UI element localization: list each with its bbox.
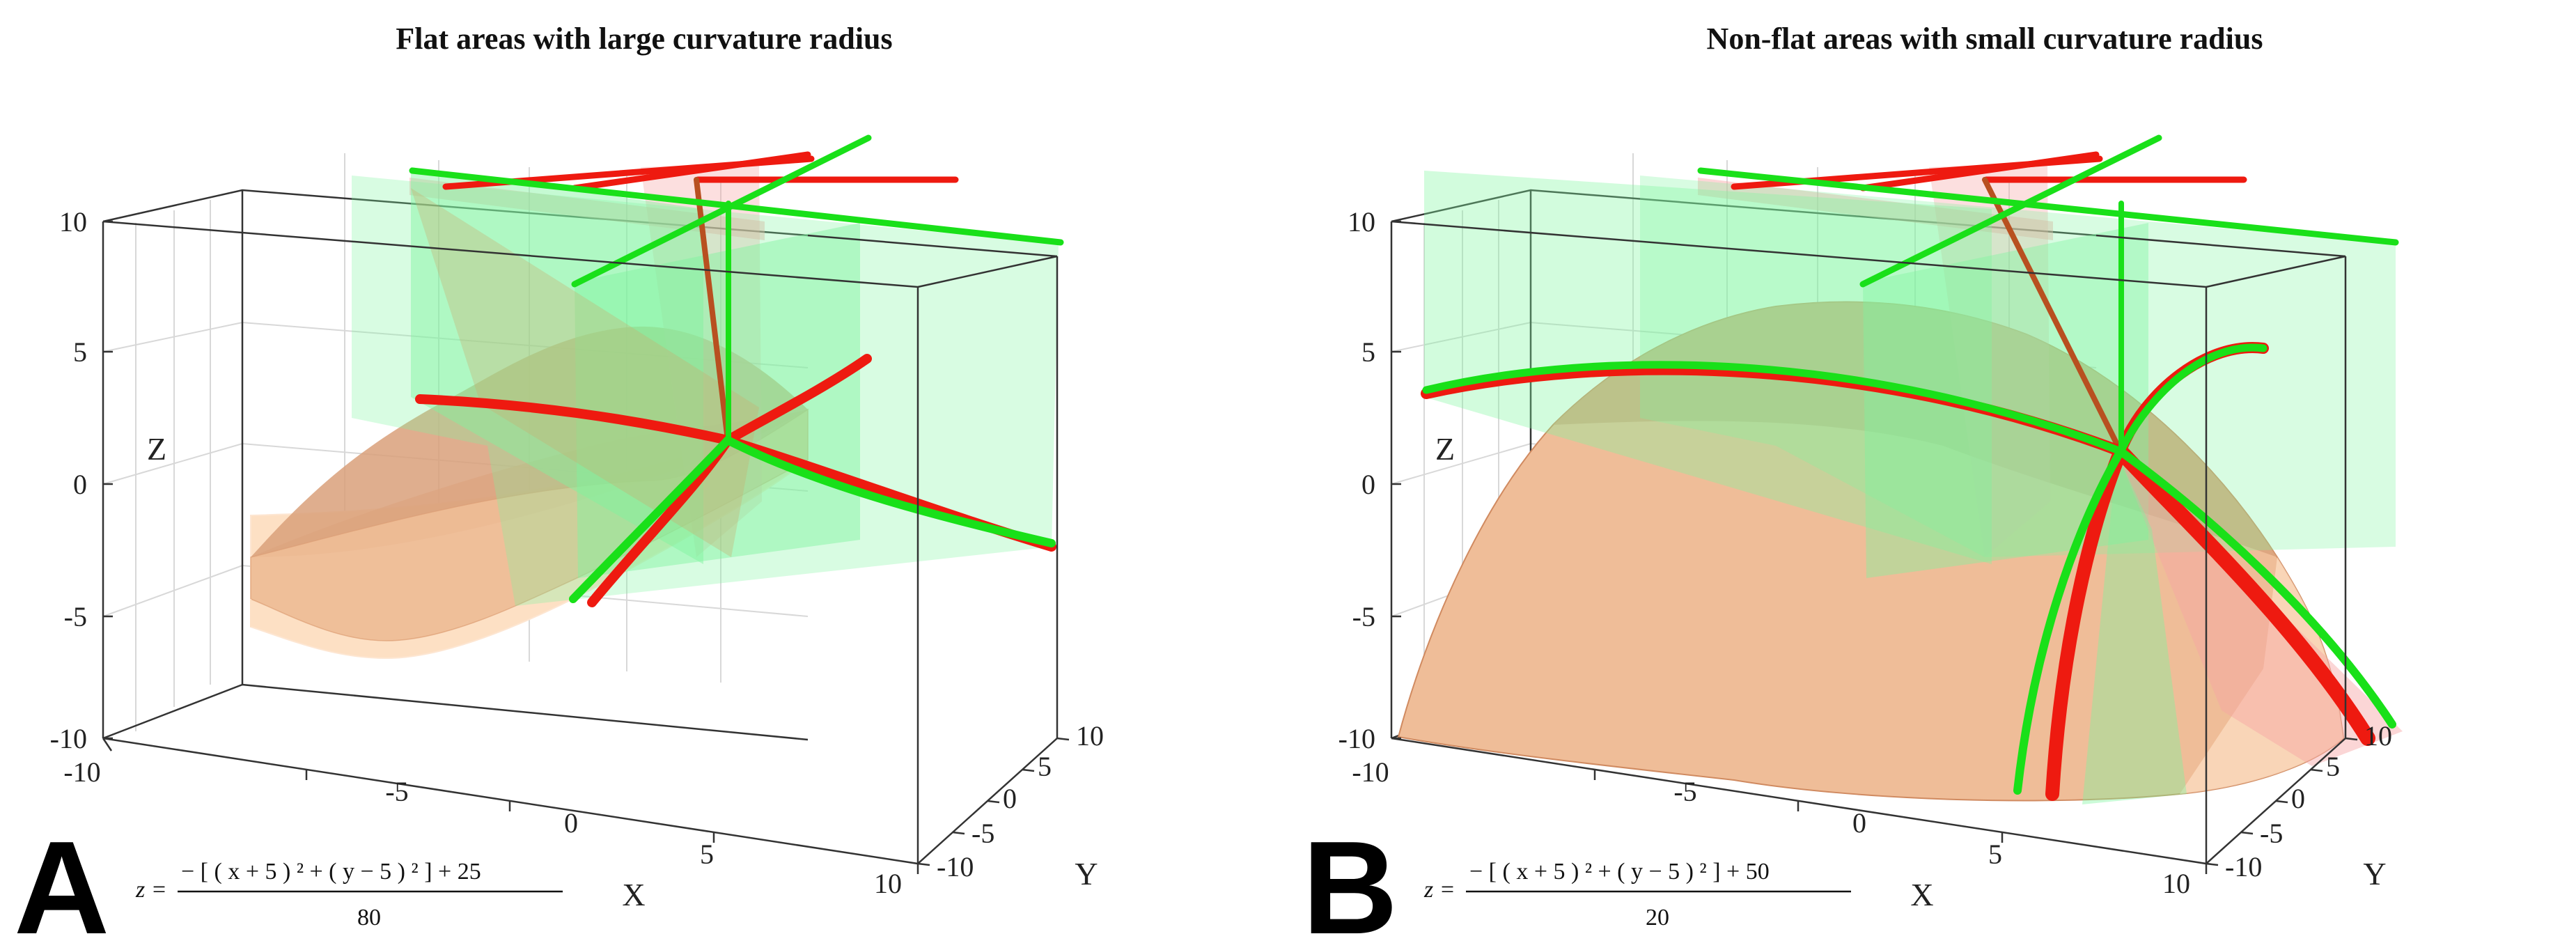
x-axis-label-b: X bbox=[1910, 877, 1933, 912]
y-tick-a-0: 0 bbox=[1003, 783, 1017, 814]
z-tick-a-5: 5 bbox=[73, 336, 87, 368]
x-axis-label-a: X bbox=[622, 877, 645, 912]
y-tick-b-10: 10 bbox=[2364, 720, 2392, 752]
y-axis-label-b: Y bbox=[2363, 856, 2386, 891]
x-tick-b-5: 5 bbox=[1988, 839, 2002, 870]
x-tick-b-10: 10 bbox=[2162, 868, 2190, 899]
y-tick-a-m10: -10 bbox=[937, 851, 974, 882]
z-tick-a-m10: -10 bbox=[50, 723, 87, 754]
panel-letter-a: A bbox=[14, 814, 109, 950]
y-tick-b-m5: -5 bbox=[2260, 818, 2283, 849]
equation-denominator-a: 80 bbox=[357, 905, 381, 930]
z-tick-b-0: 0 bbox=[1361, 469, 1375, 500]
panel-a: Flat areas with large curvature radius 1… bbox=[14, 22, 1104, 950]
z-axis-label-b: Z bbox=[1435, 431, 1455, 467]
z-tick-a-m5: -5 bbox=[64, 601, 87, 632]
surface-plot-a: Flat areas with large curvature radius 1… bbox=[14, 22, 1104, 950]
z-tick-b-m10: -10 bbox=[1338, 723, 1375, 754]
tick-marks-b bbox=[1391, 220, 2358, 874]
y-tick-a-10: 10 bbox=[1076, 720, 1104, 752]
x-tick-b-0: 0 bbox=[1852, 807, 1866, 839]
z-tick-b-10: 10 bbox=[1348, 206, 1375, 238]
y-tick-b-0: 0 bbox=[2291, 783, 2305, 814]
panel-b: Non-flat areas with small curvature radi… bbox=[1288, 0, 2576, 950]
x-tick-a-m5: -5 bbox=[385, 776, 408, 807]
surface-plot-b: Non-flat areas with small curvature radi… bbox=[1302, 22, 2403, 950]
z-tick-a-0: 0 bbox=[73, 469, 87, 500]
x-tick-a-m10: -10 bbox=[63, 756, 100, 788]
equation-lhs-b: z = bbox=[1423, 877, 1455, 903]
x-tick-a-5: 5 bbox=[700, 839, 714, 870]
x-tick-a-0: 0 bbox=[564, 807, 578, 839]
y-tick-b-5: 5 bbox=[2326, 751, 2340, 782]
z-tick-b-m5: -5 bbox=[1352, 601, 1375, 632]
equation-numerator-b: − [ ( x + 5 ) ² + ( y − 5 ) ² ] + 50 bbox=[1469, 859, 1770, 885]
equation-numerator-a: − [ ( x + 5 ) ² + ( y − 5 ) ² ] + 25 bbox=[181, 859, 481, 885]
green-lines-b bbox=[1422, 134, 2399, 795]
x-tick-a-10: 10 bbox=[874, 868, 902, 899]
surface-a bbox=[250, 326, 809, 660]
z-axis-label-a: Z bbox=[147, 431, 166, 467]
y-tick-b-m10: -10 bbox=[2225, 851, 2262, 882]
green-lines-a bbox=[409, 134, 1064, 603]
panel-letter-b: B bbox=[1302, 814, 1398, 950]
chart-title-a: Flat areas with large curvature radius bbox=[396, 22, 892, 56]
tick-marks-a bbox=[102, 220, 1070, 874]
y-axis-label-a: Y bbox=[1075, 856, 1098, 891]
equation-lhs-a: z = bbox=[135, 877, 167, 903]
x-tick-b-m10: -10 bbox=[1352, 756, 1389, 788]
box-back-edges-a bbox=[102, 189, 809, 741]
x-tick-b-m5: -5 bbox=[1673, 776, 1696, 807]
y-tick-a-5: 5 bbox=[1038, 751, 1052, 782]
chart-title-b: Non-flat areas with small curvature radi… bbox=[1707, 22, 2263, 56]
equation-denominator-b: 20 bbox=[1646, 905, 1669, 930]
z-tick-b-5: 5 bbox=[1361, 336, 1375, 368]
y-tick-a-m5: -5 bbox=[971, 818, 994, 849]
z-tick-a-10: 10 bbox=[59, 206, 87, 238]
